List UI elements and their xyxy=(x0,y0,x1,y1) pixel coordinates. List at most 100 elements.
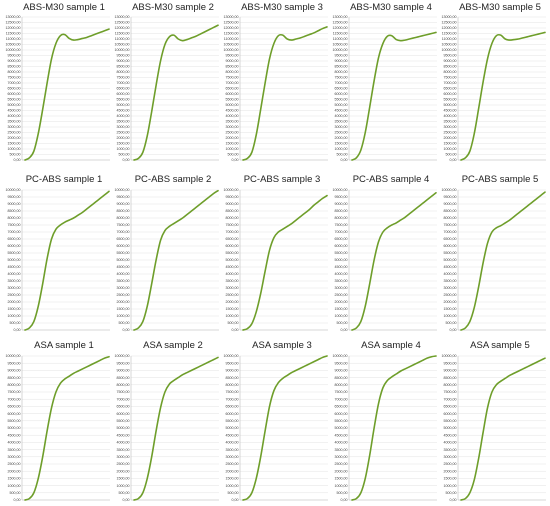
y-tick-label: 5000,00 xyxy=(226,426,239,430)
y-tick-label: 0,00 xyxy=(450,498,457,502)
y-tick-label: 3500,00 xyxy=(226,279,239,283)
y-tick-label: 2000,00 xyxy=(444,300,457,304)
y-tick-label: 2500,00 xyxy=(444,462,457,466)
y-tick-label: 6000,00 xyxy=(117,412,130,416)
y-tick-label: 10000,00 xyxy=(333,354,348,358)
y-tick-label: 6500,00 xyxy=(226,87,239,91)
y-tick-label: 10000,00 xyxy=(442,48,457,52)
y-tick-label: 2500,00 xyxy=(117,293,130,297)
y-tick-label: 2500,00 xyxy=(8,462,21,466)
y-tick-label: 9500,00 xyxy=(8,54,21,58)
y-tick-label: 9000,00 xyxy=(117,59,130,63)
y-tick-label: 0,00 xyxy=(232,328,239,332)
y-tick-label: 3000,00 xyxy=(335,125,348,129)
y-tick-label: 9500,00 xyxy=(117,54,130,58)
y-tick-label: 3000,00 xyxy=(117,455,130,459)
y-tick-label: 8000,00 xyxy=(335,383,348,387)
chart-panel-9: PC-ABS sample 4 0,00 500,00 1000,00 1500,00 2… xyxy=(333,174,437,332)
y-tick-label: 9000,00 xyxy=(117,202,130,206)
chart-title: PC-ABS sample 5 xyxy=(462,174,539,185)
y-tick-label: 2500,00 xyxy=(8,131,21,135)
y-tick-label: 7000,00 xyxy=(444,81,457,85)
y-tick-label: 9500,00 xyxy=(444,54,457,58)
y-tick-label: 1000,00 xyxy=(444,314,457,318)
y-tick-label: 2500,00 xyxy=(226,293,239,297)
y-tick-label: 6500,00 xyxy=(226,237,239,241)
y-tick-label: 10500,00 xyxy=(442,43,457,47)
y-tick-label: 8000,00 xyxy=(8,216,21,220)
y-tick-label: 9000,00 xyxy=(117,369,130,373)
y-tick-label: 2500,00 xyxy=(335,131,348,135)
y-tick-label: 11500,00 xyxy=(442,32,457,36)
y-tick-label: 7000,00 xyxy=(226,397,239,401)
y-tick-label: 7000,00 xyxy=(8,81,21,85)
y-tick-label: 7000,00 xyxy=(335,397,348,401)
y-tick-label: 2000,00 xyxy=(8,136,21,140)
y-tick-label: 6500,00 xyxy=(8,405,21,409)
y-tick-label: 8500,00 xyxy=(335,65,348,69)
y-tick-label: 4000,00 xyxy=(444,272,457,276)
y-tick-label: 5500,00 xyxy=(444,251,457,255)
y-tick-label: 4500,00 xyxy=(335,265,348,269)
y-tick-label: 9500,00 xyxy=(226,195,239,199)
y-tick-label: 500,00 xyxy=(446,321,457,325)
y-tick-label: 2000,00 xyxy=(117,136,130,140)
y-tick-label: 5000,00 xyxy=(8,258,21,262)
y-tick-label: 5500,00 xyxy=(8,98,21,102)
y-tick-label: 2500,00 xyxy=(335,462,348,466)
y-tick-label: 0,00 xyxy=(341,328,348,332)
y-tick-label: 9000,00 xyxy=(8,202,21,206)
y-tick-label: 0,00 xyxy=(232,158,239,162)
y-tick-label: 6000,00 xyxy=(226,92,239,96)
y-tick-label: 1500,00 xyxy=(226,477,239,481)
y-tick-label: 12500,00 xyxy=(333,21,348,25)
y-tick-label: 5500,00 xyxy=(444,98,457,102)
y-tick-label: 3000,00 xyxy=(117,286,130,290)
y-tick-label: 3500,00 xyxy=(117,448,130,452)
y-tick-label: 5000,00 xyxy=(335,426,348,430)
y-tick-label: 1500,00 xyxy=(117,477,130,481)
y-tick-label: 4000,00 xyxy=(226,114,239,118)
y-tick-label: 0,00 xyxy=(450,328,457,332)
y-tick-label: 6500,00 xyxy=(117,87,130,91)
y-tick-label: 2500,00 xyxy=(117,131,130,135)
series-line xyxy=(351,355,437,501)
y-tick-label: 9500,00 xyxy=(444,195,457,199)
chart-panel-15: ASA sample 5 0,00 500,00 1000,00 1500,00 2000… xyxy=(442,340,546,502)
y-tick-label: 8000,00 xyxy=(117,70,130,74)
y-tick-label: 13000,00 xyxy=(115,15,130,19)
y-tick-label: 500,00 xyxy=(337,491,348,495)
y-tick-label: 10000,00 xyxy=(6,48,21,52)
y-tick-label: 6000,00 xyxy=(226,244,239,248)
y-tick-label: 5000,00 xyxy=(444,258,457,262)
y-tick-label: 9000,00 xyxy=(226,202,239,206)
y-tick-label: 4500,00 xyxy=(444,109,457,113)
y-tick-label: 500,00 xyxy=(337,321,348,325)
y-tick-label: 7500,00 xyxy=(226,76,239,80)
y-tick-label: 7000,00 xyxy=(117,81,130,85)
y-tick-label: 1500,00 xyxy=(8,307,21,311)
y-tick-label: 4500,00 xyxy=(226,433,239,437)
y-tick-label: 6000,00 xyxy=(8,244,21,248)
y-tick-label: 5500,00 xyxy=(117,251,130,255)
series-line xyxy=(24,190,110,331)
y-tick-label: 4500,00 xyxy=(226,265,239,269)
y-tick-label: 0,00 xyxy=(123,498,130,502)
y-tick-label: 10000,00 xyxy=(442,354,457,358)
y-tick-label: 11000,00 xyxy=(224,37,239,41)
y-tick-label: 8000,00 xyxy=(8,70,21,74)
y-tick-label: 3500,00 xyxy=(335,120,348,124)
y-tick-label: 4000,00 xyxy=(444,114,457,118)
y-tick-label: 10500,00 xyxy=(115,43,130,47)
y-tick-label: 9000,00 xyxy=(8,369,21,373)
y-tick-label: 3000,00 xyxy=(444,455,457,459)
y-tick-label: 13000,00 xyxy=(333,15,348,19)
y-tick-label: 4000,00 xyxy=(444,441,457,445)
y-tick-label: 6500,00 xyxy=(335,87,348,91)
chart-title: PC-ABS sample 1 xyxy=(26,174,103,185)
y-tick-label: 6500,00 xyxy=(335,237,348,241)
y-tick-label: 10000,00 xyxy=(115,188,130,192)
y-tick-label: 8000,00 xyxy=(335,216,348,220)
y-tick-label: 3000,00 xyxy=(335,455,348,459)
